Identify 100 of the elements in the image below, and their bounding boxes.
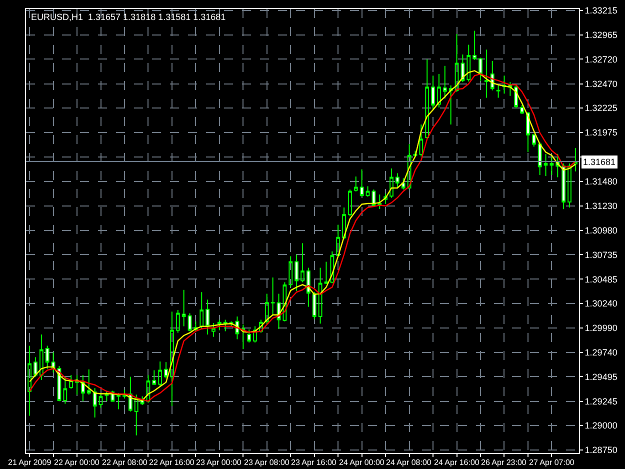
candlestick (425, 58, 430, 140)
candlestick (390, 168, 394, 198)
candlestick (194, 320, 198, 332)
candlestick (484, 49, 488, 98)
candlestick (69, 374, 74, 390)
candlestick (28, 345, 32, 416)
y-tick-label: 1.30735 (584, 250, 618, 260)
candlestick (34, 356, 38, 378)
candlestick (442, 65, 447, 99)
x-tick-label: 26 Apr 23:00 (481, 458, 527, 467)
candlestick (212, 322, 216, 338)
candlestick (282, 282, 287, 322)
candlestick (247, 329, 252, 344)
y-tick-label: 1.30240 (584, 298, 618, 309)
candlestick (294, 254, 299, 292)
candlestick (395, 172, 400, 188)
candlestick (206, 299, 210, 335)
y-tick-label: 1.29000 (584, 420, 618, 431)
y-tick-label: 1.29990 (584, 323, 618, 334)
candlestick (152, 370, 156, 386)
candlestick (122, 389, 126, 400)
candlestick (366, 186, 370, 198)
candlestick (182, 289, 186, 327)
x-tick-label: 24 Apr 00:00 (339, 458, 385, 467)
candlestick (264, 293, 269, 324)
x-tick-label: 21 Apr 2009 (8, 458, 52, 467)
x-tick-label: 22 Apr 16:00 (149, 458, 195, 467)
y-tick-label: 1.28750 (584, 445, 618, 456)
candlestick (81, 374, 85, 402)
candlestick (300, 242, 304, 283)
x-tick-label: 24 Apr 16:00 (434, 458, 480, 467)
candlestick (259, 319, 263, 334)
candlestick (407, 144, 412, 190)
candlestick (562, 163, 566, 210)
candlestick (544, 153, 548, 176)
y-tick-label: 1.29245 (584, 396, 618, 406)
y-tick-label: 1.33215 (584, 6, 618, 16)
candlestick (312, 292, 316, 320)
candlestick (520, 104, 524, 115)
candlestick (454, 34, 459, 92)
candlestick (51, 352, 56, 374)
candlestick (431, 75, 435, 110)
candlestick (104, 390, 109, 402)
y-tick-label: 1.30485 (584, 274, 618, 284)
candlestick (419, 124, 424, 157)
candlestick (270, 276, 275, 316)
candlestick (223, 319, 228, 332)
candlestick (568, 163, 572, 208)
candlestick (378, 194, 382, 210)
candlestick (336, 224, 340, 256)
candlestick (288, 256, 293, 288)
candlestick (478, 57, 482, 82)
x-tick-label: 22 Apr 00:00 (54, 458, 100, 467)
candlestick (140, 396, 144, 406)
chart-title: EURUSD,H1 1.31657 1.31818 1.31581 1.31681 (31, 12, 226, 22)
y-tick-label: 1.31975 (584, 128, 618, 138)
candlestick (413, 150, 418, 158)
candlestick (217, 319, 222, 331)
candlestick (330, 250, 334, 284)
candlestick (466, 44, 471, 82)
candlestick (176, 310, 180, 334)
x-tick-label: 23 Apr 08:00 (244, 458, 290, 467)
candlestick (45, 345, 50, 370)
candlestick (514, 84, 518, 109)
candlestick (146, 374, 150, 404)
y-tick-label: 1.32720 (584, 54, 618, 64)
candlestick (170, 311, 174, 407)
candlestick (253, 326, 257, 344)
y-tick-label: 1.32225 (584, 103, 618, 114)
candlestick (437, 73, 441, 108)
candlestick (401, 178, 406, 190)
candlestick (496, 84, 500, 98)
y-tick-label: 1.32470 (584, 78, 618, 89)
candlestick (229, 320, 234, 327)
candlestick (318, 267, 322, 324)
y-tick-label: 1.31230 (584, 201, 618, 212)
candlestick (98, 394, 103, 408)
candlestick (354, 176, 358, 192)
candlestick (200, 292, 204, 330)
x-tick-label: 22 Apr 08:00 (102, 458, 148, 467)
candlestick (360, 168, 364, 198)
y-tick-label: 1.32965 (584, 30, 618, 40)
candlestick (532, 134, 536, 148)
candlestick (92, 388, 97, 418)
candlestick (134, 394, 138, 436)
candlestick (348, 189, 352, 217)
x-tick-label: 24 Apr 08:00 (386, 458, 432, 467)
y-tick-label: 1.31480 (584, 176, 618, 186)
x-tick-label: 23 Apr 00:00 (196, 458, 242, 467)
candlestick (75, 374, 79, 396)
y-tick-label: 1.29495 (584, 372, 618, 382)
candlestick (550, 156, 554, 176)
candlestick (384, 192, 388, 204)
candlestick (39, 334, 44, 381)
candlestick (448, 84, 453, 125)
candlestick (164, 362, 168, 379)
candlestick (63, 376, 68, 404)
x-tick-label: 23 Apr 16:00 (291, 458, 337, 467)
candlestick (324, 261, 328, 284)
y-tick-label: 1.29740 (584, 348, 618, 358)
